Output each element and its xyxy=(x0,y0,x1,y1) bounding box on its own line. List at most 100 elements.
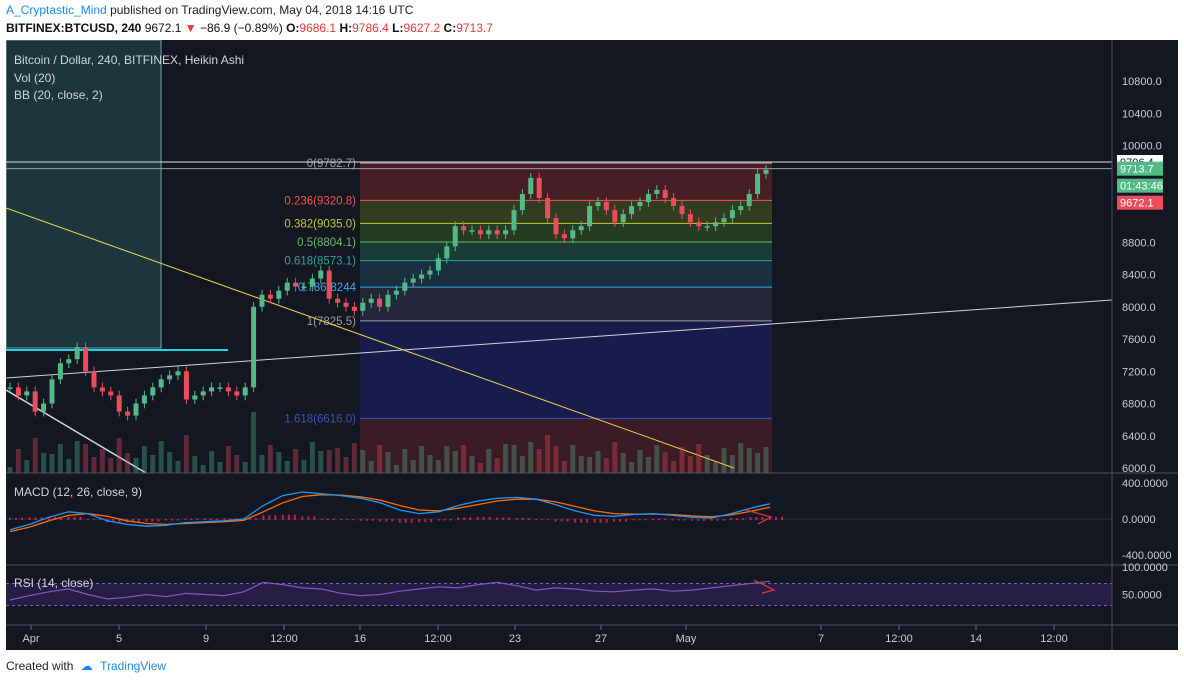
macd-histogram-bar xyxy=(515,517,518,520)
macd-histogram-bar xyxy=(40,517,43,520)
yellow-trendline xyxy=(6,207,735,469)
chart-container[interactable]: 0(9782.7) 0.236(9320.8) 0.382(9035.0) 0.5(8… xyxy=(6,40,1178,650)
macd-signal-line xyxy=(9,494,771,533)
candle-body xyxy=(158,379,164,388)
macd-histogram-bar xyxy=(781,516,783,520)
volume-bar xyxy=(671,461,677,473)
volume-bar xyxy=(251,412,257,473)
macd-histogram-bar xyxy=(443,519,446,521)
candle-body xyxy=(587,206,593,227)
macd-histogram-bar xyxy=(157,519,160,522)
candle-body xyxy=(217,387,223,389)
macd-histogram-bar xyxy=(586,519,589,523)
candle-body xyxy=(32,391,38,412)
macd-histogram-bar xyxy=(775,516,777,520)
macd-histogram-bar xyxy=(385,519,388,522)
candle-body xyxy=(15,387,21,396)
time-tick: 12:00 xyxy=(1040,633,1068,645)
macd-histogram-bar xyxy=(98,519,101,520)
candle-body xyxy=(99,387,105,392)
price-tick: 7200.0 xyxy=(1122,366,1156,378)
candle-body xyxy=(133,403,139,416)
time-tick: 5 xyxy=(116,633,122,645)
macd-line xyxy=(9,491,771,531)
price-tick: 6400.0 xyxy=(1122,431,1156,443)
candle-body xyxy=(385,294,391,307)
macd-histogram-bar xyxy=(658,518,661,520)
macd-histogram-bar xyxy=(268,515,271,520)
rsi-pane[interactable] xyxy=(6,579,1112,606)
author-link[interactable]: A_Cryptastic_Mind xyxy=(6,3,107,17)
candle-body xyxy=(368,298,374,303)
candle-body xyxy=(427,270,433,275)
macd-histogram-bar xyxy=(502,517,505,520)
macd-histogram-bar xyxy=(176,519,179,521)
candle-body xyxy=(74,347,80,360)
macd-histogram-bar xyxy=(332,518,335,520)
volume-bar xyxy=(629,462,635,473)
candle-body xyxy=(360,302,366,311)
macd-histogram-bar xyxy=(274,515,277,520)
macd-histogram-bar xyxy=(418,519,421,523)
macd-histogram-bar xyxy=(457,517,460,520)
volume-bar xyxy=(503,444,509,473)
candle-body xyxy=(393,290,399,295)
macd-histogram-bar xyxy=(527,517,530,520)
price-tick: 8400.0 xyxy=(1122,270,1156,282)
price-tick: 7600.0 xyxy=(1122,334,1156,346)
macd-histogram-bar xyxy=(118,519,121,523)
macd-histogram-bar xyxy=(9,517,11,520)
macd-histogram-bar xyxy=(677,519,680,521)
candle-body xyxy=(696,222,702,227)
macd-histogram-bar xyxy=(34,517,37,520)
volume-bar xyxy=(225,446,231,473)
macd-histogram-bar xyxy=(691,519,694,521)
candle-body xyxy=(603,202,609,211)
down-arrow-icon: ▼ xyxy=(184,21,197,35)
candle-body xyxy=(377,298,383,307)
macd-histogram-bar xyxy=(151,519,154,522)
created-with-text: Created with xyxy=(6,659,74,673)
chart-svg[interactable]: 0(9782.7) 0.236(9320.8) 0.382(9035.0) 0.5(8… xyxy=(6,40,1178,650)
volume-bar xyxy=(570,445,576,473)
price-tick: 8000.0 xyxy=(1122,302,1156,314)
macd-histogram-bar xyxy=(346,519,349,521)
time-tick: May xyxy=(676,633,697,645)
time-tick: 9 xyxy=(203,633,209,645)
candle-body xyxy=(469,230,475,232)
price-label: 9713.7 xyxy=(1120,164,1154,176)
volume-bar xyxy=(461,445,467,473)
candle-body xyxy=(284,282,290,291)
volume-bar xyxy=(309,442,315,473)
macd-histogram-bar xyxy=(566,519,569,522)
volume-bar xyxy=(284,461,290,473)
volume-bar xyxy=(612,442,618,473)
volume-bar xyxy=(536,449,542,473)
legend-volume: Vol (20) xyxy=(14,71,55,85)
candle-body xyxy=(326,270,332,299)
macd-arrow-icon xyxy=(745,509,773,525)
macd-histogram-bar xyxy=(229,518,232,520)
rsi-line xyxy=(9,580,771,601)
tradingview-link[interactable]: TradingView xyxy=(100,659,167,673)
low-value: 9627.2 xyxy=(403,21,441,35)
price-tick: 10000.0 xyxy=(1122,141,1162,153)
volume-bar xyxy=(32,438,38,473)
last-price: 9672.1 xyxy=(144,21,182,35)
macd-histogram-bar xyxy=(599,519,602,523)
candle-body xyxy=(108,391,114,396)
macd-tick: 0.0000 xyxy=(1122,514,1156,526)
volume-bar xyxy=(410,460,416,473)
macd-pane[interactable] xyxy=(6,491,1112,533)
high-value: 9786.4 xyxy=(352,21,389,35)
volume-bar xyxy=(267,445,273,473)
main-pane[interactable]: 0(9782.7) 0.236(9320.8) 0.382(9035.0) 0.5(8… xyxy=(6,40,1113,474)
time-tick: 7 xyxy=(818,633,824,645)
macd-histogram-bar xyxy=(521,517,524,520)
macd-histogram-bar xyxy=(164,519,167,521)
rsi-arrow-icon xyxy=(753,579,776,594)
symbol-name: BITFINEX:BTCUSD, 240 xyxy=(6,21,142,35)
candle-body xyxy=(351,306,357,311)
time-tick: 16 xyxy=(354,633,366,645)
candle-body xyxy=(444,246,450,259)
